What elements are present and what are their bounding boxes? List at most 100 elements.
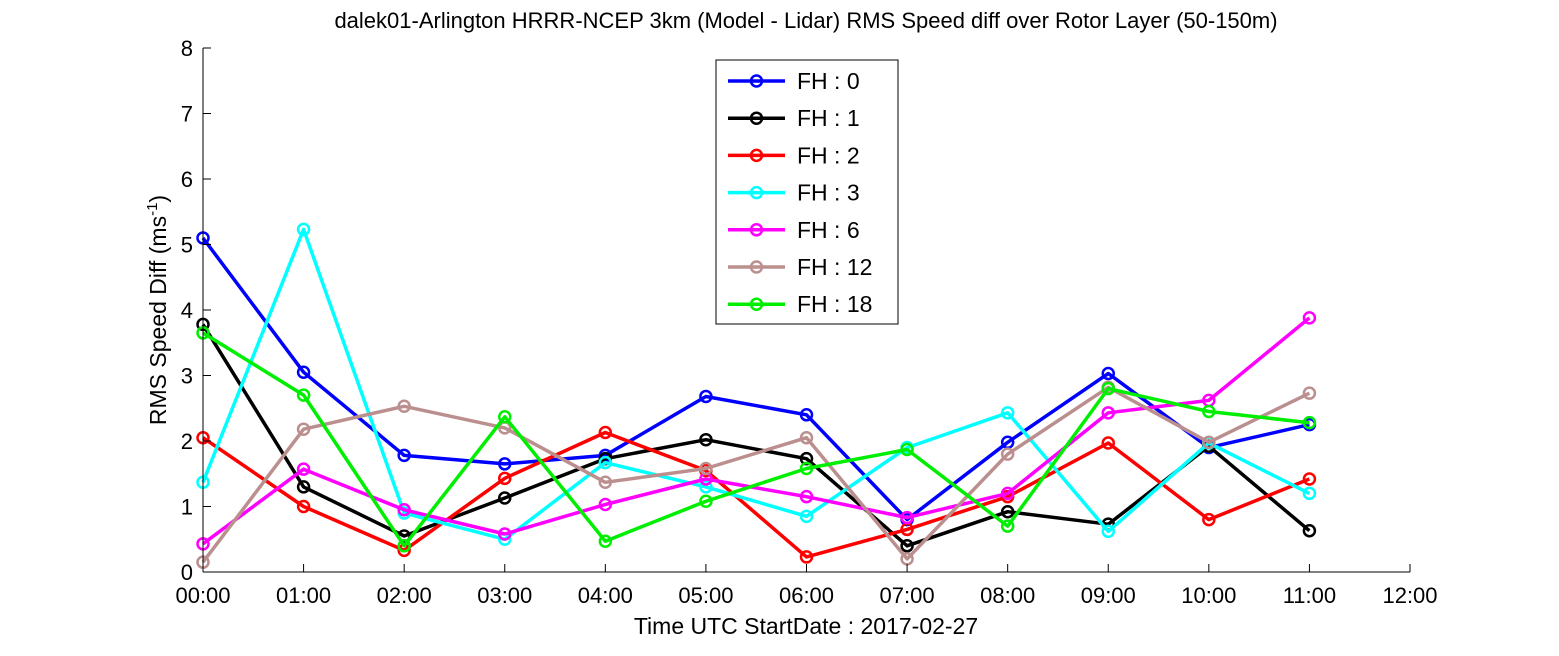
x-tick-label: 11:00 — [1283, 583, 1336, 608]
data-point — [498, 410, 512, 424]
y-axis-label-end: ) — [145, 195, 171, 203]
data-point — [296, 422, 311, 436]
legend-label: FH : 2 — [797, 142, 860, 168]
data-point — [598, 455, 613, 470]
legend-label: FH : 0 — [797, 68, 860, 94]
data-point — [799, 509, 814, 524]
data-point — [1101, 406, 1115, 420]
data-point — [498, 471, 512, 486]
data-point — [1302, 472, 1317, 486]
x-tick-label: 02:00 — [377, 583, 432, 608]
legend-item: FH : 18 — [728, 291, 872, 317]
x-tick-label: 05:00 — [678, 583, 733, 608]
series-line — [202, 430, 1311, 559]
data-point — [1000, 486, 1015, 501]
x-tick-label: 12:00 — [1382, 583, 1437, 608]
x-ticks: 00:00 01:00 02:00 03:00 04:00 05:00 06:00 07:00… — [175, 564, 1438, 608]
y-tick-label: 8 — [181, 36, 193, 61]
legend-label: FH : 1 — [797, 105, 860, 131]
y-axis-label-main: RMS Speed Diff (ms — [145, 216, 171, 425]
legend-item: FH : 12 — [728, 254, 872, 280]
data-point — [1302, 311, 1317, 325]
x-tick-label: 07:00 — [880, 583, 935, 608]
data-point — [598, 497, 613, 512]
x-tick-label: 06:00 — [779, 583, 834, 608]
data-point — [1302, 386, 1317, 400]
data-point — [1202, 435, 1216, 450]
y-tick-label: 0 — [181, 560, 193, 585]
data-point — [1302, 415, 1317, 430]
data-point — [498, 491, 512, 505]
chart-title: dalek01-Arlington HRRR-NCEP 3km (Model -… — [334, 8, 1277, 33]
data-point — [1000, 504, 1015, 519]
legend-swatch-marker — [749, 111, 764, 125]
legend-swatch-marker — [749, 148, 764, 163]
legend-swatch-marker — [749, 260, 764, 274]
series-line — [201, 316, 1311, 546]
data-point — [699, 432, 713, 447]
x-tick-label: 04:00 — [578, 583, 633, 608]
x-tick-label: 08:00 — [980, 583, 1035, 608]
data-point — [1202, 512, 1216, 527]
series-line — [201, 227, 1311, 542]
data-point — [1101, 366, 1115, 381]
data-point — [598, 534, 613, 548]
data-point — [498, 527, 512, 541]
x-tick-label: 03:00 — [477, 583, 532, 608]
legend-item: FH : 2 — [728, 142, 860, 168]
data-point — [799, 430, 814, 445]
data-point — [799, 408, 814, 422]
series-5 — [196, 311, 1317, 551]
y-tick-label: 6 — [181, 167, 193, 192]
y-tick-label: 4 — [181, 298, 193, 323]
data-point — [799, 461, 814, 476]
legend-swatch-marker — [749, 223, 764, 237]
series-group — [196, 222, 1317, 569]
y-axis-label: RMS Speed Diff (ms-1) — [144, 195, 171, 425]
legend: FH : 0 FH : 1 FH : 2 FH : 3 FH : 6 FH : 12 FH … — [715, 59, 899, 325]
legend-swatch-marker — [749, 297, 764, 311]
legend-item: FH : 3 — [728, 180, 860, 206]
data-point — [296, 480, 311, 494]
data-point — [1101, 381, 1115, 396]
data-point — [1302, 486, 1317, 501]
data-point — [699, 389, 713, 404]
series-6 — [196, 380, 1317, 569]
y-ticks: 0 1 2 3 4 5 6 7 8 — [181, 36, 211, 585]
data-point — [397, 503, 411, 517]
data-point — [699, 461, 713, 476]
data-point — [397, 448, 411, 463]
series-7 — [196, 326, 1317, 553]
x-tick-label: 09:00 — [1081, 583, 1136, 608]
data-point — [1101, 436, 1115, 450]
data-point — [799, 489, 814, 504]
data-point — [397, 539, 411, 553]
data-point — [1101, 524, 1115, 539]
data-point — [296, 222, 311, 237]
y-tick-label: 1 — [181, 495, 193, 520]
x-tick-label: 01:00 — [276, 583, 331, 608]
y-tick-label: 2 — [181, 429, 193, 454]
data-point — [296, 499, 311, 514]
data-point — [900, 442, 914, 457]
data-point — [1202, 404, 1216, 419]
data-point — [498, 457, 512, 471]
data-point — [598, 425, 613, 440]
data-point — [1302, 523, 1317, 538]
data-point — [1000, 519, 1015, 533]
x-tick-label: 00:00 — [175, 583, 230, 608]
data-point — [1000, 406, 1015, 420]
data-point — [699, 494, 713, 509]
legend-label: FH : 18 — [797, 291, 872, 317]
data-point — [296, 365, 311, 379]
data-point — [397, 399, 411, 414]
legend-swatch-marker — [749, 185, 764, 200]
y-tick-label: 3 — [181, 364, 193, 389]
legend-label: FH : 3 — [797, 180, 860, 206]
legend-label: FH : 6 — [797, 217, 860, 243]
series-line — [202, 331, 1310, 548]
series-line — [201, 323, 1311, 548]
data-point — [799, 550, 814, 564]
legend-swatch-marker — [749, 74, 764, 88]
